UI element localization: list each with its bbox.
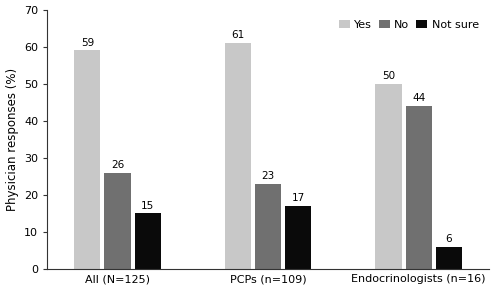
- Text: 59: 59: [81, 38, 94, 48]
- Text: 23: 23: [262, 171, 274, 181]
- Legend: Yes, No, Not sure: Yes, No, Not sure: [334, 15, 484, 34]
- Text: 50: 50: [382, 71, 395, 81]
- Bar: [376, 84, 402, 269]
- Bar: [285, 206, 311, 269]
- Bar: [406, 106, 431, 269]
- Bar: [74, 50, 101, 269]
- Text: 15: 15: [141, 201, 154, 211]
- Bar: [436, 247, 462, 269]
- Bar: [104, 173, 130, 269]
- Text: 6: 6: [446, 234, 452, 244]
- Text: 17: 17: [292, 193, 305, 203]
- Text: 44: 44: [412, 93, 425, 103]
- Bar: [134, 213, 160, 269]
- Text: 26: 26: [111, 160, 124, 170]
- Bar: [255, 184, 281, 269]
- Text: 61: 61: [232, 30, 244, 40]
- Bar: [225, 43, 251, 269]
- Y-axis label: Physician responses (%): Physician responses (%): [6, 68, 18, 211]
